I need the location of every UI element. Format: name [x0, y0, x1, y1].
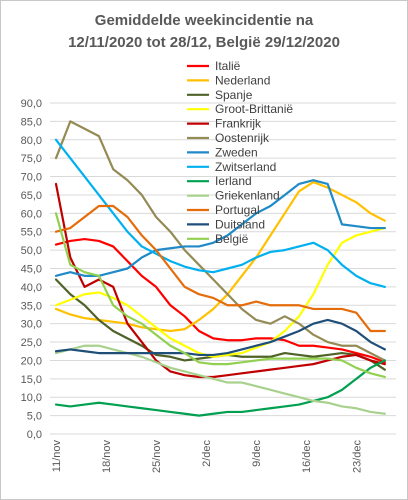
legend-label: Zweden: [215, 145, 258, 159]
legend-label: Spanje: [215, 88, 253, 102]
y-tick-label: 60,0: [21, 208, 42, 220]
y-tick-label: 65,0: [21, 190, 42, 202]
series-line-oostenrijk: [54, 120, 386, 362]
series-line-groot-brittani-: [54, 226, 386, 358]
y-tick-label: 50,0: [21, 245, 42, 257]
series-line-belgi-: [54, 212, 386, 379]
legend-label: Zwitserland: [215, 160, 276, 174]
y-tick-label: 35,0: [21, 300, 42, 312]
series-line-portugal: [54, 204, 386, 333]
legend-label: Portugal: [215, 203, 260, 217]
y-tick-label: 5,0: [27, 411, 42, 423]
series-line-zwitserland: [54, 138, 386, 288]
chart-title-line-1: Gemiddelde weekincidentie na: [94, 12, 314, 29]
series-line-itali-: [54, 237, 386, 364]
legend-label: Nederland: [215, 73, 270, 87]
series-line-ierland: [54, 359, 386, 417]
x-tick-label: 23/dec: [351, 440, 363, 474]
y-tick-label: 45,0: [21, 264, 42, 276]
legend-label: België: [215, 232, 249, 246]
legend-label: Oostenrijk: [215, 131, 270, 145]
y-tick-label: 75,0: [21, 153, 42, 165]
y-tick-label: 0,0: [27, 429, 42, 441]
y-tick-label: 25,0: [21, 337, 42, 349]
x-tick-label: 25/nov: [151, 440, 163, 474]
legend-label: Duitsland: [215, 217, 265, 231]
x-tick-label: 16/dec: [301, 440, 313, 474]
x-tick-label: 18/nov: [101, 440, 113, 474]
x-tick-label: 11/nov: [51, 440, 63, 473]
legend-label: Groot-Brittanië: [215, 102, 293, 116]
y-tick-label: 85,0: [21, 116, 42, 128]
x-tick-label: 9/dec: [251, 440, 263, 467]
legend-label: Frankrijk: [215, 117, 262, 131]
series-line-griekenland: [54, 344, 386, 415]
series-line-zweden: [54, 179, 386, 277]
y-tick-label: 90,0: [21, 98, 42, 110]
legend-label: Italië: [215, 59, 241, 73]
legend: ItaliëNederlandSpanjeGroot-BrittaniëFran…: [187, 59, 293, 246]
x-axis-tick-labels: 11/nov 18/nov 25/nov 2/dec 9/dec 16/dec 23/dec: [51, 440, 363, 474]
y-tick-label: 40,0: [21, 282, 42, 294]
y-tick-label: 70,0: [21, 172, 42, 184]
chart-title-line-2: 12/11/2020 tot 28/12, België 29/12/2020: [68, 34, 340, 51]
y-tick-label: 80,0: [21, 135, 42, 147]
series-line-duitsland: [54, 318, 386, 357]
y-tick-label: 20,0: [21, 355, 42, 367]
y-tick-label: 10,0: [21, 392, 42, 404]
x-tick-label: 2/dec: [201, 440, 213, 467]
y-axis-tick-labels: 0,0 5,0 10,0 15,0 20,0 25,0 30,0 35,0 40,0 45,0 50…: [21, 98, 42, 441]
legend-label: Ierland: [215, 174, 252, 188]
y-tick-label: 15,0: [21, 374, 42, 386]
y-tick-label: 55,0: [21, 227, 42, 239]
y-tick-label: 30,0: [21, 319, 42, 331]
legend-label: Griekenland: [215, 189, 280, 203]
series-lines: [54, 120, 386, 417]
